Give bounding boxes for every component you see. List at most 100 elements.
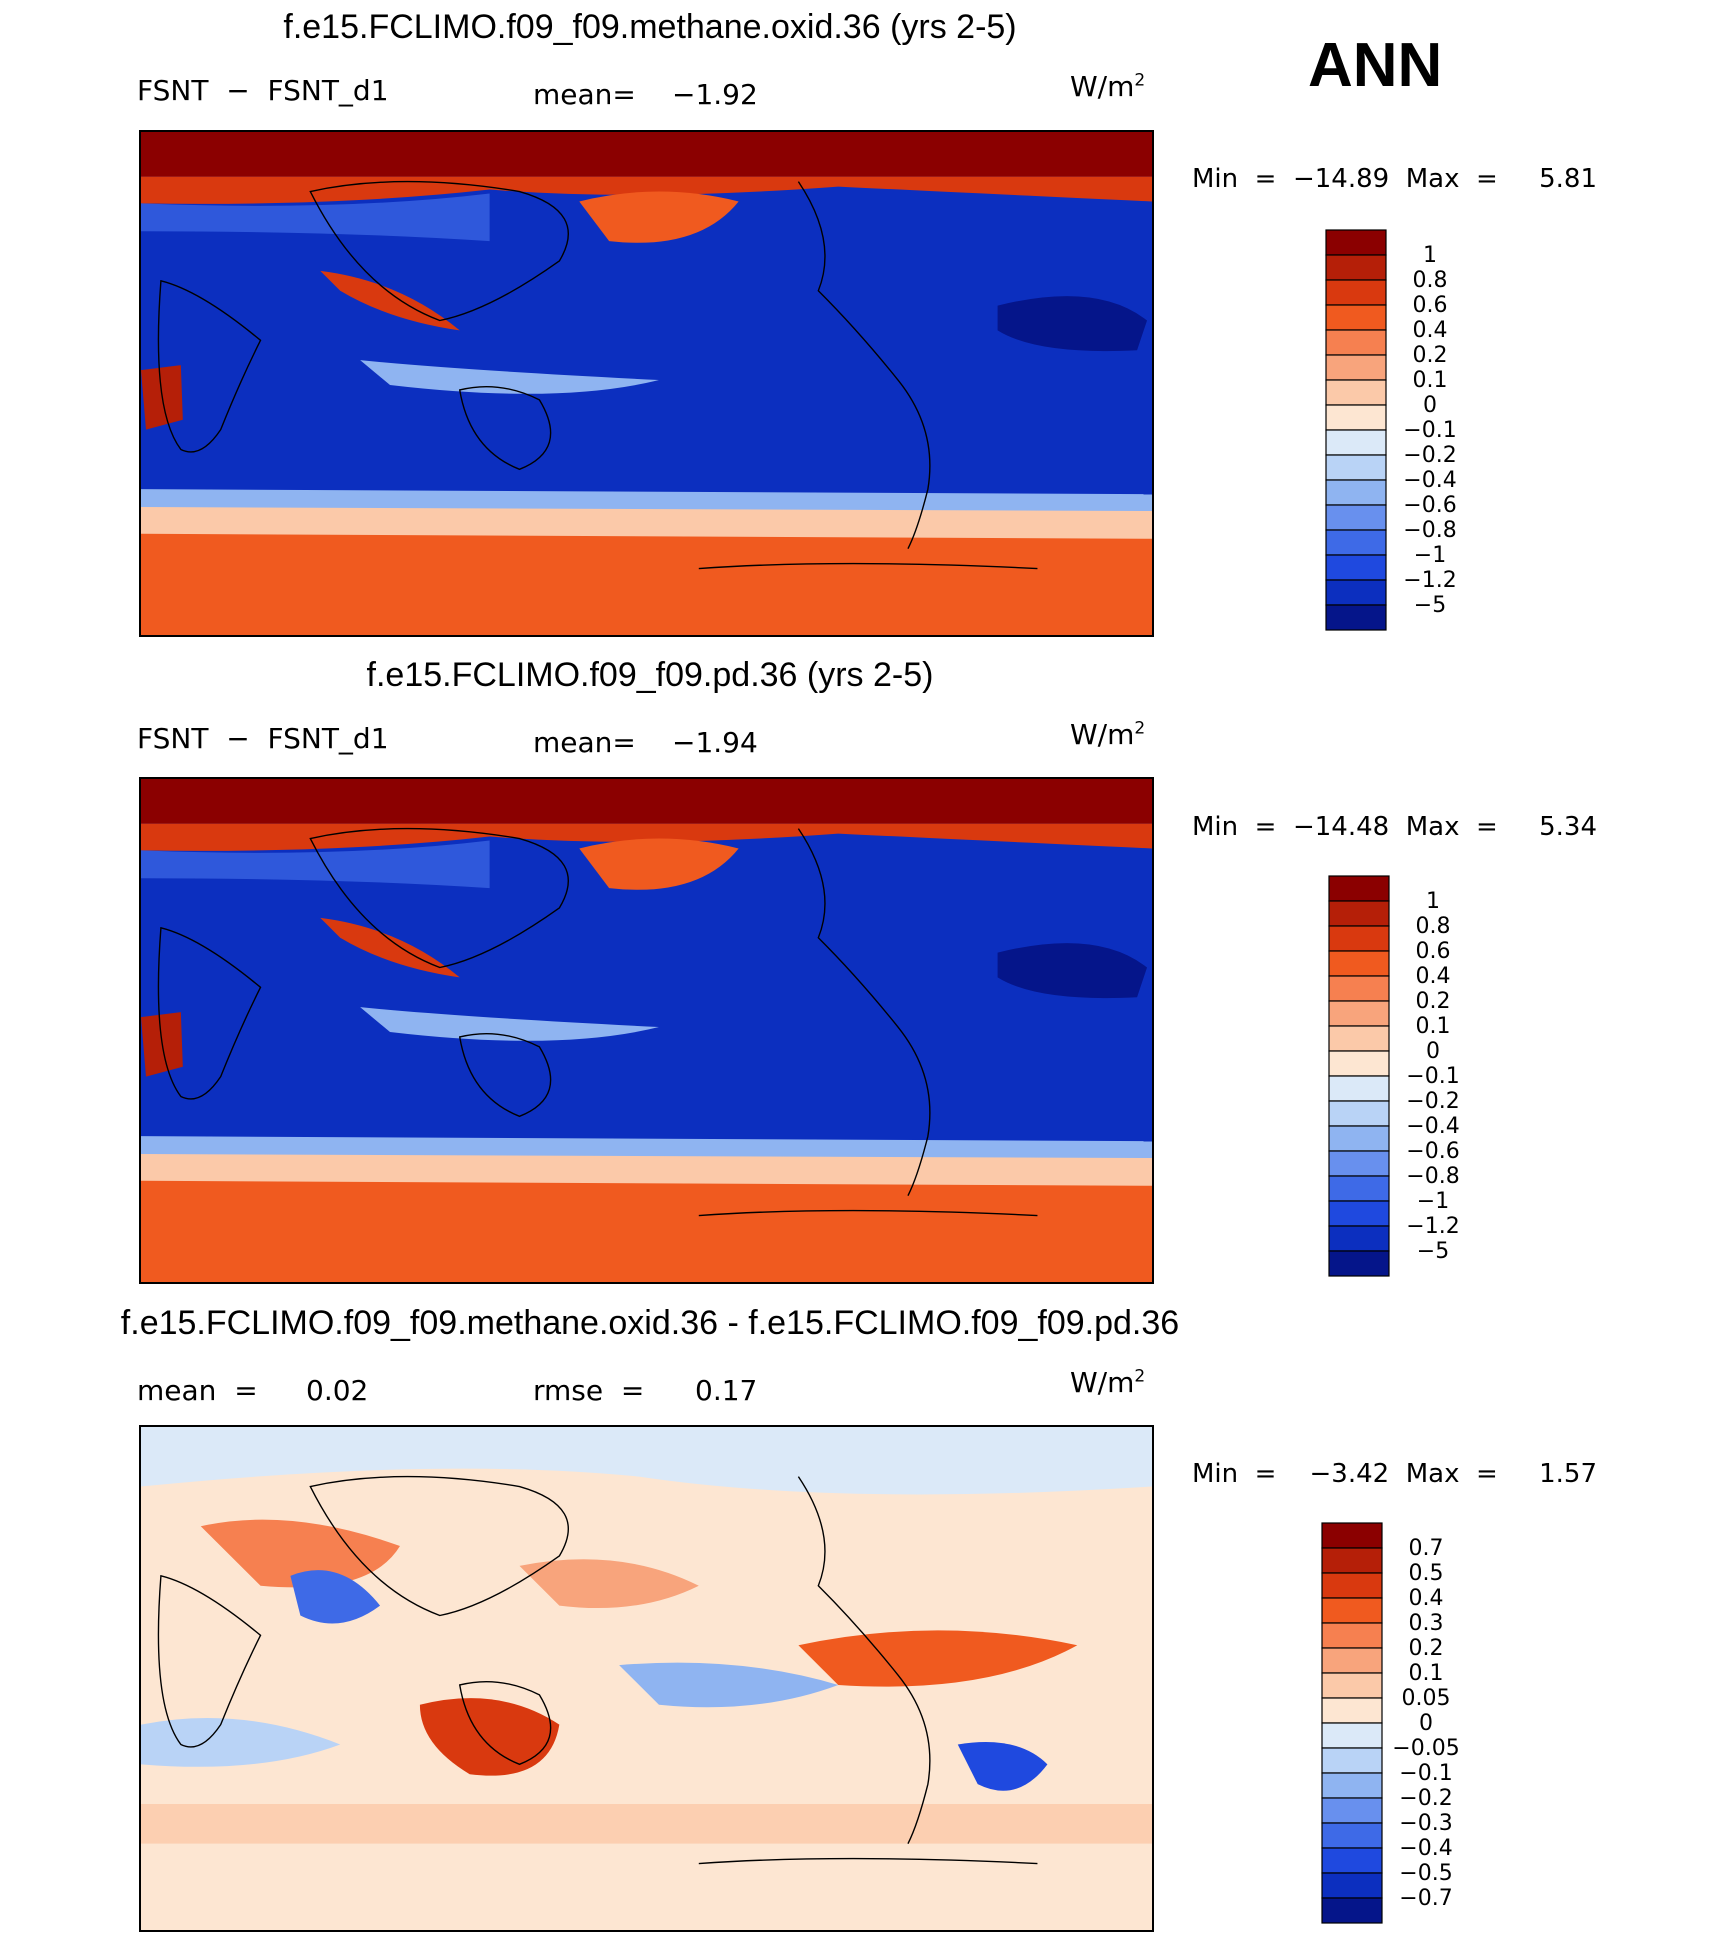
north-pacific-anomaly <box>579 191 739 243</box>
colorbar-segment <box>1321 1597 1383 1624</box>
colorbar-tick-label: −0.2 <box>1403 443 1456 468</box>
panel-diff-title: f.e15.FCLIMO.f09_f09.methane.oxid.36 - f… <box>120 1304 1180 1342</box>
tropical-band <box>360 1007 659 1041</box>
coastlines <box>157 827 1038 1217</box>
colorbar-segment <box>1321 1822 1383 1849</box>
units-base: W/m <box>1070 718 1135 751</box>
units-base: W/m <box>1070 1366 1135 1399</box>
colorbar-tick-label: −0.2 <box>1406 1089 1459 1114</box>
colorbar-tick-label: −5 <box>1414 593 1446 618</box>
colorbar-tick-label: −0.6 <box>1403 493 1456 518</box>
south-america-cool <box>957 1741 1048 1791</box>
colorbar-segment <box>1328 1200 1390 1227</box>
colorbar-tick-label: −0.8 <box>1403 518 1456 543</box>
colorbar-segment <box>1321 1847 1383 1874</box>
colorbar-segment <box>1325 504 1387 531</box>
panel-control-minmax: Min = −14.48 Max = 5.34 <box>1192 812 1598 842</box>
panel-diff-rmse-value: 0.17 <box>695 1374 758 1407</box>
colorbar-segment <box>1321 1547 1383 1574</box>
colorbar-segment <box>1328 1100 1390 1127</box>
panel-control-colorbar: 1 0.8 0.6 0.4 0.2 0.1 0 −0.1 −0.2 −0.4 −0.6 −0.8 −1−… <box>1327 874 1507 1278</box>
colorbar-segment <box>1325 304 1387 331</box>
panel-diff-units: W/m2 <box>1070 1366 1145 1399</box>
colorbar-tick-label: 0.8 <box>1413 268 1448 293</box>
panel-control-map <box>139 777 1154 1284</box>
colorbar-tick-label: −0.05 <box>1392 1736 1459 1761</box>
colorbar-tick-label: −0.8 <box>1406 1164 1459 1189</box>
panel-test-variable: FSNT − FSNT_d1 <box>137 74 389 107</box>
colorbar-segment <box>1325 554 1387 581</box>
colorbar-tick-label: 0.6 <box>1413 293 1448 318</box>
colorbar-segment <box>1328 1050 1390 1077</box>
colorbar-segment <box>1325 329 1387 356</box>
colorbar-segment <box>1325 379 1387 406</box>
colorbar-tick-label: 0.8 <box>1416 914 1451 939</box>
colorbar-tick-label: 0.1 <box>1416 1014 1451 1039</box>
colorbar-segment <box>1325 454 1387 481</box>
asia-plateau <box>320 270 460 331</box>
colorbar-tick-label: −0.4 <box>1403 468 1456 493</box>
colorbar-segment <box>1328 900 1390 927</box>
colorbar-segment <box>1328 1225 1390 1252</box>
colorbar-tick-label: −5 <box>1417 1239 1449 1264</box>
units-exponent: 2 <box>1134 718 1146 739</box>
colorbar-tick-label: 0 <box>1419 1711 1433 1736</box>
colorbar-segment <box>1321 1697 1383 1724</box>
colorbar-tick-label: −0.4 <box>1406 1114 1459 1139</box>
asia-plateau <box>320 917 460 978</box>
asia-cool <box>290 1570 381 1624</box>
north-cool-band <box>141 840 490 889</box>
colorbar-segment <box>1325 254 1387 281</box>
north-warm-band <box>141 823 1152 851</box>
panel-test-map <box>139 130 1154 637</box>
panel-test-colorbar: 1 0.8 0.6 0.4 0.2 0.1 0 −0.1 −0.2 −0.4 −0.6 −0.8 −1−… <box>1324 228 1504 632</box>
panel-test-units: W/m2 <box>1070 70 1145 103</box>
colorbar-segment <box>1328 875 1390 902</box>
tropical-pacific-cool <box>619 1662 839 1708</box>
colorbar-tick-label: 0.7 <box>1409 1536 1444 1561</box>
panel-control-mean-label: mean= <box>533 726 636 759</box>
colorbar-tick-label: −1 <box>1417 1189 1449 1214</box>
colorbar-segment <box>1328 1150 1390 1177</box>
north-warm-band <box>141 176 1152 204</box>
panel-control-units: W/m2 <box>1070 718 1145 751</box>
europe-warm <box>200 1519 400 1588</box>
colorbar-tick-label: −0.7 <box>1399 1886 1452 1911</box>
arctic-field <box>141 1427 1152 1495</box>
panel-test-minmax: Min = −14.89 Max = 5.81 <box>1192 164 1598 194</box>
colorbar-segment <box>1325 429 1387 456</box>
colorbar-tick-label: 0.1 <box>1413 368 1448 393</box>
colorbar-segment <box>1325 479 1387 506</box>
units-exponent: 2 <box>1134 70 1146 91</box>
southern-warm-band <box>141 1165 1152 1282</box>
colorbar-segment <box>1325 579 1387 606</box>
colorbar-segment <box>1328 1175 1390 1202</box>
colorbar-segment <box>1321 1622 1383 1649</box>
colorbar-segment <box>1321 1772 1383 1799</box>
colorbar-tick-label: 0 <box>1423 393 1437 418</box>
colorbar-segment <box>1321 1672 1383 1699</box>
colorbar-segment <box>1328 925 1390 952</box>
colorbar-segment <box>1321 1897 1383 1924</box>
north-atlantic-low <box>997 296 1148 352</box>
colorbar-tick-label: 0.3 <box>1409 1611 1444 1636</box>
colorbar-tick-label: 0 <box>1426 1039 1440 1064</box>
colorbar-segment <box>1325 404 1387 431</box>
north-cool-band <box>141 193 490 242</box>
arctic-band <box>141 779 1152 824</box>
panel-diff-rmse-label: rmse = <box>533 1374 645 1407</box>
colorbar-tick-label: 0.2 <box>1409 1636 1444 1661</box>
panel-diff-map <box>139 1425 1154 1932</box>
panel-test-mean-label: mean= <box>533 78 636 111</box>
colorbar-tick-label: −0.2 <box>1399 1786 1452 1811</box>
colorbar-tick-label: −1.2 <box>1406 1214 1459 1239</box>
panel-control-variable: FSNT − FSNT_d1 <box>137 722 389 755</box>
southern-transition <box>141 1151 1152 1186</box>
colorbar-tick-label: 0.4 <box>1409 1586 1444 1611</box>
colorbar-segment <box>1321 1747 1383 1774</box>
colorbar-segment <box>1321 1872 1383 1899</box>
colorbar-segment <box>1328 1075 1390 1102</box>
units-base: W/m <box>1070 70 1135 103</box>
colorbar-tick-label: 1 <box>1426 889 1440 914</box>
colorbar-segment <box>1328 975 1390 1002</box>
